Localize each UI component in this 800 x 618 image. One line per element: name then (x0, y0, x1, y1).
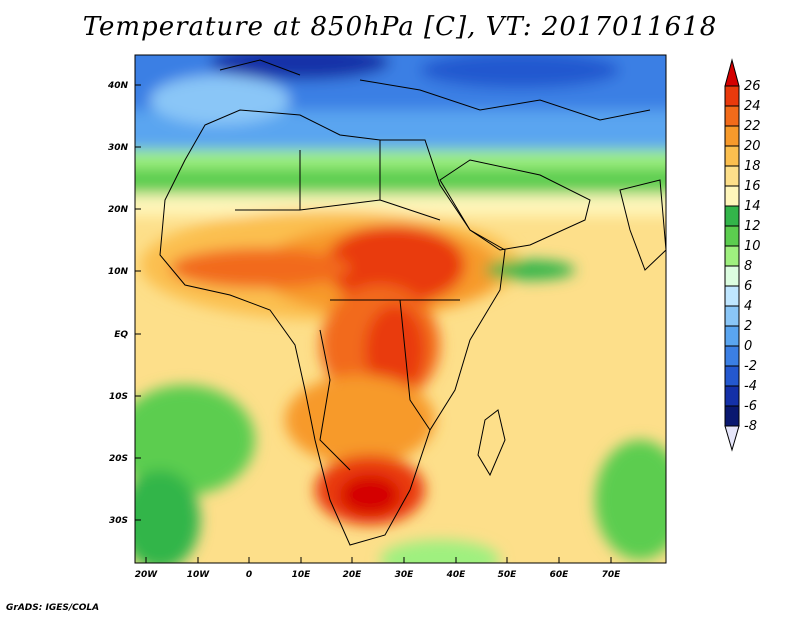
grads-credit: GrADS: IGES/COLA (6, 603, 100, 613)
lon-label: 20E (343, 570, 363, 580)
colorbar-label: 18 (744, 159, 761, 174)
temperature-field (135, 55, 666, 563)
lon-label: 10E (292, 570, 312, 580)
lat-label: 10S (109, 392, 128, 402)
colorbar-swatch (724, 265, 740, 287)
colorbar-label: 0 (744, 339, 752, 354)
colorbar-label: -8 (744, 419, 757, 434)
colorbar-swatch (724, 405, 740, 427)
colorbar-swatch (724, 305, 740, 327)
colorbar-top-arrow (724, 58, 740, 87)
colorbar-swatch (724, 385, 740, 407)
colorbar-swatch (724, 285, 740, 307)
lon-label: 60E (550, 570, 570, 580)
lon-label: 20W (135, 570, 159, 580)
map-coastlines (159, 59, 666, 546)
colorbar-label: 20 (744, 139, 761, 154)
colorbar-swatch (724, 245, 740, 267)
colorbar-swatch (724, 225, 740, 247)
map-title: Temperature at 850hPa [C], VT: 201701161… (82, 12, 718, 42)
colorbar-label: 10 (744, 239, 761, 254)
colorbar-label: 24 (744, 99, 761, 114)
lon-label: 0 (246, 570, 252, 580)
lat-label: 40N (107, 81, 129, 91)
colorbar-label: 14 (744, 199, 761, 214)
colorbar-swatch (724, 85, 740, 107)
colorbar-bottom-arrow (724, 425, 740, 452)
colorbar-swatch (724, 365, 740, 387)
colorbar-label: 2 (744, 319, 752, 334)
lat-label: 30S (109, 516, 128, 526)
colorbar-label: 16 (744, 179, 761, 194)
colorbar-swatch (724, 145, 740, 167)
colorbar-swatch (724, 165, 740, 187)
lon-label: 70E (602, 570, 622, 580)
colorbar-label: -2 (744, 359, 757, 374)
lat-label: 10N (108, 267, 129, 277)
colorbar-label: 8 (744, 259, 752, 274)
lat-label: 30N (108, 143, 129, 153)
lat-label: 20S (109, 454, 128, 464)
colorbar-swatch (724, 345, 740, 367)
colorbar-label: -4 (744, 379, 757, 394)
colorbar-label: 4 (744, 299, 752, 314)
lon-label: 10W (187, 570, 211, 580)
colorbar-swatch (724, 105, 740, 127)
map-frame (134, 54, 667, 564)
colorbar-label: 26 (744, 79, 761, 94)
colorbar-label: -6 (744, 399, 757, 414)
lon-label: 50E (498, 570, 518, 580)
longitude-axis: 20W 10W 0 10E 20E 30E 40E 50E 60E 70E (135, 557, 621, 580)
colorbar-swatch (724, 325, 740, 347)
lat-label: EQ (114, 330, 128, 340)
colorbar-label: 22 (744, 119, 761, 134)
colorbar-swatch (724, 125, 740, 147)
colorbar-swatch (724, 185, 740, 207)
lon-label: 30E (395, 570, 415, 580)
colorbar-label: 12 (744, 219, 761, 234)
lat-label: 20N (108, 205, 129, 215)
latitude-axis: 40N 30N 20N 10N EQ 10S 20S 30S (107, 81, 141, 526)
lon-label: 40E (446, 570, 467, 580)
colorbar-swatch (724, 205, 740, 227)
colorbar-label: 6 (744, 279, 752, 294)
